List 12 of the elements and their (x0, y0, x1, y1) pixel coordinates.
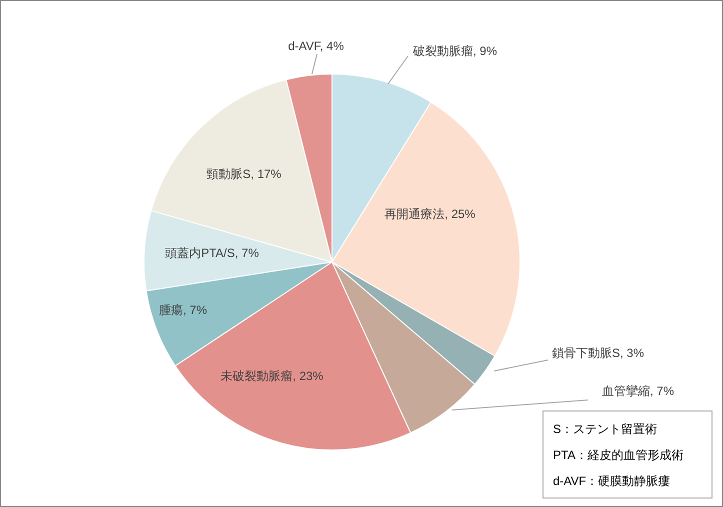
slice-label: 未破裂動脈瘤, 23% (220, 369, 324, 384)
slice-label: 破裂動脈瘤, 9% (412, 44, 498, 58)
slice-label: 頭蓋内PTA/S, 7% (165, 246, 260, 260)
slice-label: 腫瘍, 7% (158, 303, 208, 318)
text: S：ステント留置術 (553, 422, 658, 436)
slice-label: 再開通療法, 25% (384, 207, 476, 222)
text: PTA：経皮的血管形成術 (553, 448, 684, 462)
slice-label: 血管攣縮, 7% (602, 384, 674, 398)
slice-label: 頸動脈S, 17% (206, 167, 282, 182)
slice-label: 鎖骨下動脈S, 3% (552, 346, 644, 360)
text: d-AVF：硬膜動静脈瘻 (553, 474, 670, 488)
slice-label: d-AVF, 4% (288, 39, 344, 54)
